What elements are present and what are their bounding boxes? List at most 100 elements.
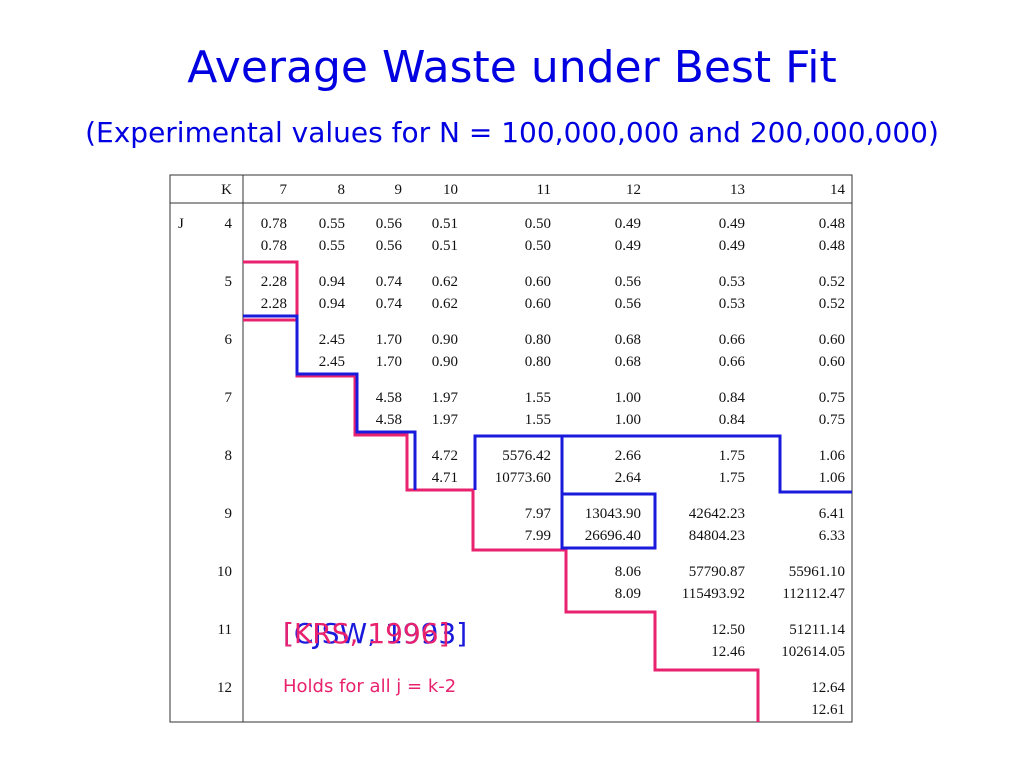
cell-value: 0.49	[719, 216, 745, 232]
cell-value: 0.56	[615, 296, 642, 312]
cell-value: 115493.92	[682, 586, 745, 602]
citation-red: [KRS, 1996]	[283, 617, 450, 650]
row-header: 10	[217, 564, 232, 580]
cell-value: 0.56	[376, 238, 403, 254]
cell-value: 1.97	[432, 412, 459, 428]
cell-value: 2.28	[261, 274, 287, 290]
cell-value: 1.55	[525, 390, 551, 406]
cell-value: 0.66	[719, 332, 746, 348]
cell-value: 0.60	[525, 296, 551, 312]
row-header: 7	[225, 390, 233, 406]
note: Holds for all j = k-2	[283, 676, 456, 697]
blue-box	[560, 436, 657, 550]
cell-value: 0.84	[719, 390, 746, 406]
cell-value: 4.58	[376, 390, 402, 406]
cell-value: 0.68	[615, 354, 641, 370]
cell-value: 0.55	[319, 216, 345, 232]
cell-value: 2.28	[261, 296, 287, 312]
cell-value: 0.90	[432, 354, 458, 370]
column-header: 14	[830, 182, 846, 198]
cell-value: 42642.23	[689, 506, 745, 522]
cell-value: 55961.10	[789, 564, 845, 580]
cell-value: 4.58	[376, 412, 402, 428]
cell-value: 0.49	[615, 216, 641, 232]
corner-label: K	[221, 182, 232, 198]
cell-value: 0.80	[525, 332, 551, 348]
cell-value: 0.55	[319, 238, 345, 254]
cell-value: 84804.23	[689, 528, 745, 544]
row-header: 8	[225, 448, 233, 464]
cell-value: 12.64	[811, 680, 845, 696]
cell-value: 1.00	[615, 390, 641, 406]
cell-value: 0.48	[819, 216, 845, 232]
cell-value: 0.62	[432, 296, 458, 312]
column-header: 9	[395, 182, 403, 198]
citation-blue: [CJSW, 1993]	[283, 617, 467, 650]
cell-value: 26696.40	[585, 528, 641, 544]
highlight-lines	[243, 260, 852, 722]
cell-value: 7.97	[525, 506, 552, 522]
cell-value: 0.75	[819, 390, 845, 406]
cell-value: 0.78	[261, 238, 287, 254]
cell-value: 10773.60	[495, 470, 551, 486]
subtitle: (Experimental values for N = 100,000,000…	[85, 116, 939, 149]
cell-value: 0.56	[615, 274, 642, 290]
cell-value: 0.50	[525, 216, 551, 232]
cell-value: 1.97	[432, 390, 459, 406]
row-header: 11	[218, 622, 232, 638]
cell-value: 12.61	[811, 702, 845, 718]
cell-value: 112112.47	[782, 586, 845, 602]
cell-value: 0.49	[615, 238, 641, 254]
cell-value: 0.56	[376, 216, 403, 232]
cell-value: 0.48	[819, 238, 845, 254]
column-header: 10	[443, 182, 458, 198]
cell-value: 0.60	[819, 332, 845, 348]
cell-value: 8.06	[615, 564, 642, 580]
table-border	[169, 174, 853, 723]
cell-value: 2.45	[319, 332, 345, 348]
row-header: 5	[225, 274, 233, 290]
cell-value: 0.53	[719, 274, 745, 290]
row-axis-label: J	[178, 216, 184, 232]
cell-value: 7.99	[525, 528, 551, 544]
cell-value: 0.62	[432, 274, 458, 290]
cell-value: 4.71	[432, 470, 458, 486]
cell-value: 0.51	[432, 216, 458, 232]
row-header: 6	[225, 332, 233, 348]
cell-value: 2.64	[615, 470, 642, 486]
column-header: 8	[338, 182, 346, 198]
cell-value: 1.70	[376, 332, 402, 348]
column-header: 13	[730, 182, 745, 198]
cell-value: 0.75	[819, 412, 845, 428]
cell-value: 5576.42	[502, 448, 551, 464]
cell-value: 0.52	[819, 296, 845, 312]
cell-value: 1.06	[819, 448, 846, 464]
cell-value: 12.46	[711, 644, 745, 660]
cell-value: 1.75	[719, 470, 745, 486]
cell-value: 57790.87	[689, 564, 746, 580]
cell-value: 0.66	[719, 354, 746, 370]
column-header: 11	[537, 182, 551, 198]
column-header: 12	[626, 182, 641, 198]
cell-value: 0.60	[819, 354, 845, 370]
blue-staircase	[243, 314, 417, 490]
cell-value: 2.45	[319, 354, 345, 370]
cell-value: 0.94	[319, 274, 346, 290]
column-header: 7	[280, 182, 288, 198]
cell-value: 0.52	[819, 274, 845, 290]
cell-value: 0.53	[719, 296, 745, 312]
cell-value: 1.70	[376, 354, 402, 370]
cell-value: 0.68	[615, 332, 641, 348]
cell-value: 0.74	[376, 274, 403, 290]
cell-value: 0.94	[319, 296, 346, 312]
cell-value: 0.74	[376, 296, 403, 312]
cell-value: 12.50	[711, 622, 745, 638]
cell-value: 102614.05	[781, 644, 845, 660]
cell-value: 1.00	[615, 412, 641, 428]
cell-value: 0.90	[432, 332, 458, 348]
cell-value: 1.75	[719, 448, 745, 464]
cell-value: 0.80	[525, 354, 551, 370]
blue-region	[473, 434, 852, 494]
cell-value: 0.78	[261, 216, 287, 232]
